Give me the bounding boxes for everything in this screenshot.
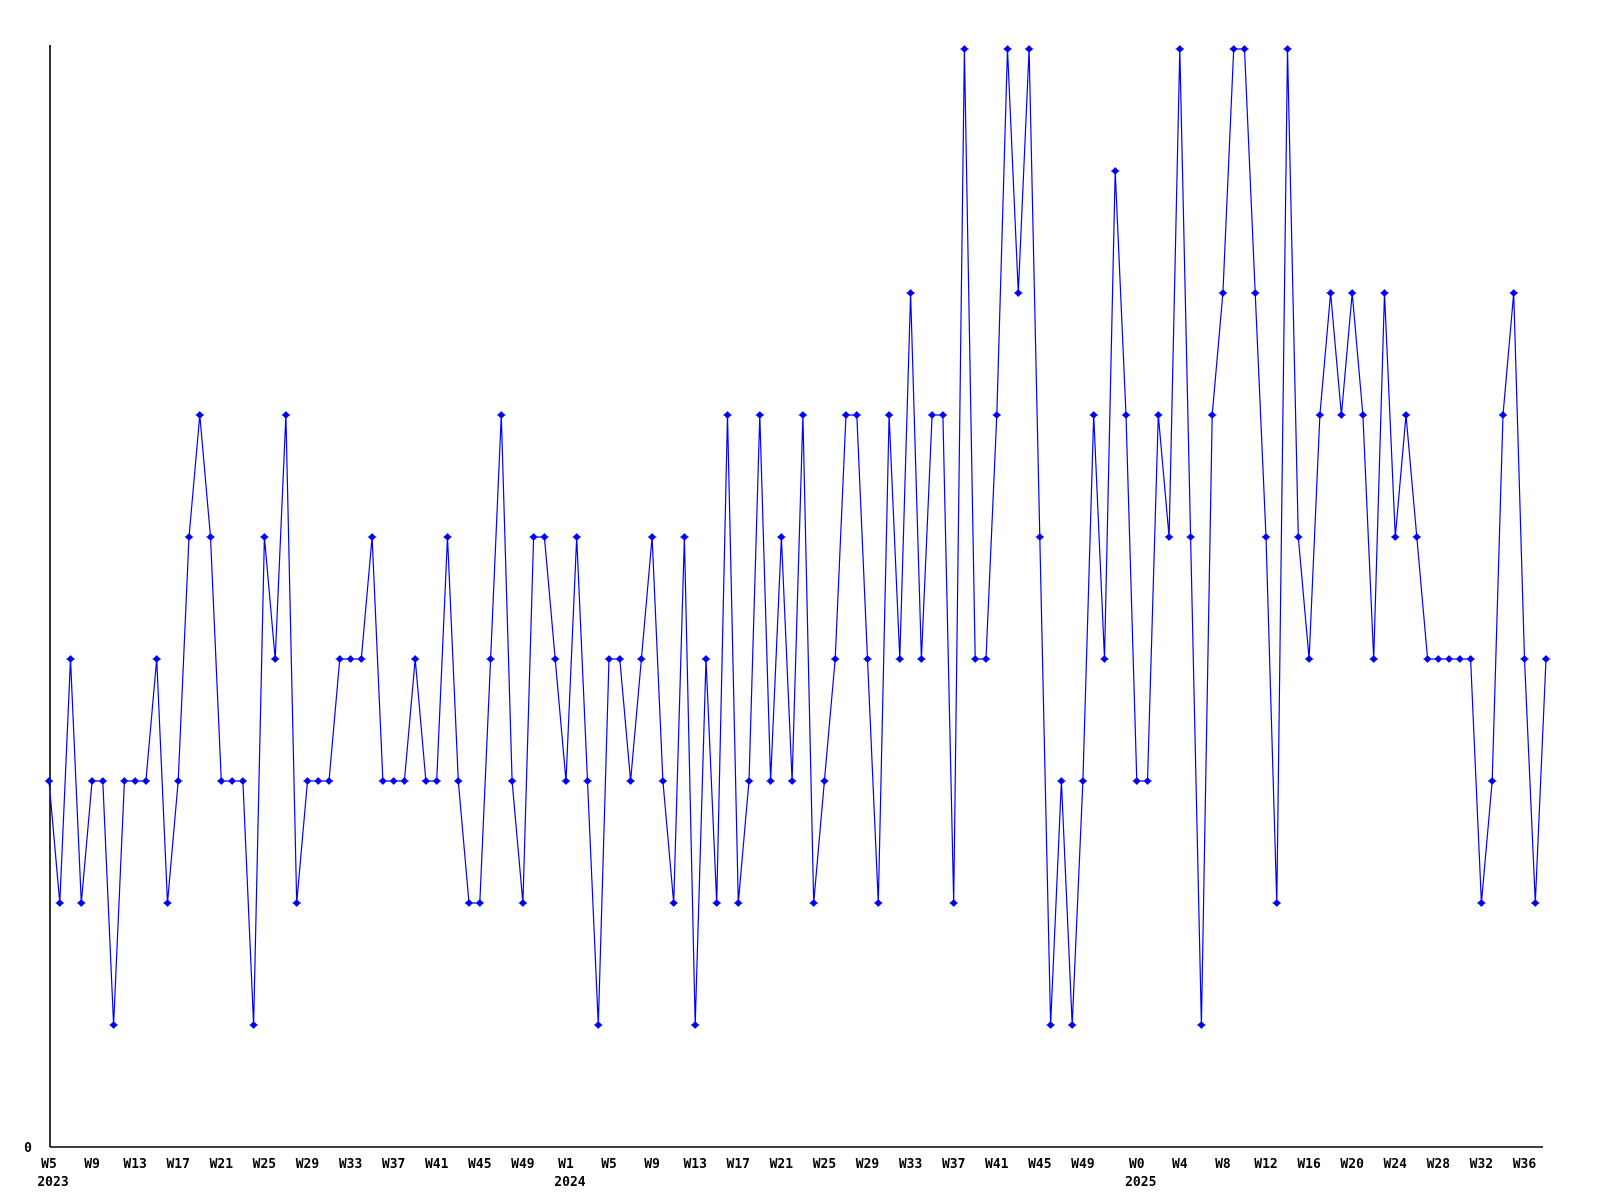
x-tick-label: W21 bbox=[770, 1157, 794, 1172]
x-tick-label: W37 bbox=[382, 1157, 405, 1172]
x-tick-label: W37 bbox=[942, 1157, 965, 1172]
x-tick-label: W5 bbox=[601, 1157, 617, 1172]
x-tick-label: W29 bbox=[296, 1157, 319, 1172]
x-tick-year-label: 2024 bbox=[554, 1175, 585, 1190]
x-tick-label: W13 bbox=[123, 1157, 146, 1172]
x-tick-label: W41 bbox=[985, 1157, 1009, 1172]
x-tick-label: W17 bbox=[166, 1157, 189, 1172]
x-tick-label: W8 bbox=[1215, 1157, 1231, 1172]
x-tick-label: W5 bbox=[41, 1157, 57, 1172]
x-tick-label: W28 bbox=[1427, 1157, 1451, 1172]
x-tick-label: W41 bbox=[425, 1157, 449, 1172]
x-tick-label: W20 bbox=[1340, 1157, 1364, 1172]
x-tick-year-label: 2023 bbox=[37, 1175, 68, 1190]
x-tick-label: W25 bbox=[253, 1157, 276, 1172]
x-tick-label: W45 bbox=[1028, 1157, 1051, 1172]
x-tick-label: W21 bbox=[210, 1157, 234, 1172]
x-tick-label: W9 bbox=[84, 1157, 100, 1172]
x-tick-year-label: 2025 bbox=[1125, 1175, 1156, 1190]
series-line bbox=[48, 48, 1547, 1026]
x-tick-label: W9 bbox=[644, 1157, 660, 1172]
x-tick-label: W25 bbox=[813, 1157, 836, 1172]
x-tick-label: W17 bbox=[727, 1157, 750, 1172]
x-tick-label: W49 bbox=[1071, 1157, 1094, 1172]
x-tick-label: W16 bbox=[1297, 1157, 1321, 1172]
x-tick-label: W1 bbox=[558, 1157, 574, 1172]
x-tick-label: W24 bbox=[1384, 1157, 1408, 1172]
x-tick-label: W45 bbox=[468, 1157, 491, 1172]
x-tick-label: W4 bbox=[1172, 1157, 1188, 1172]
x-tick-label: W12 bbox=[1254, 1157, 1277, 1172]
x-tick-label: W29 bbox=[856, 1157, 879, 1172]
x-tick-label: W0 bbox=[1129, 1157, 1145, 1172]
x-tick-label: W13 bbox=[683, 1157, 706, 1172]
x-tick-label: W33 bbox=[339, 1157, 362, 1172]
x-tick-label: W33 bbox=[899, 1157, 922, 1172]
x-tick-label: W49 bbox=[511, 1157, 534, 1172]
x-tick-label: W36 bbox=[1513, 1157, 1537, 1172]
x-tick-label: W32 bbox=[1470, 1157, 1493, 1172]
y-axis-zero-label: 0 bbox=[24, 1141, 32, 1156]
